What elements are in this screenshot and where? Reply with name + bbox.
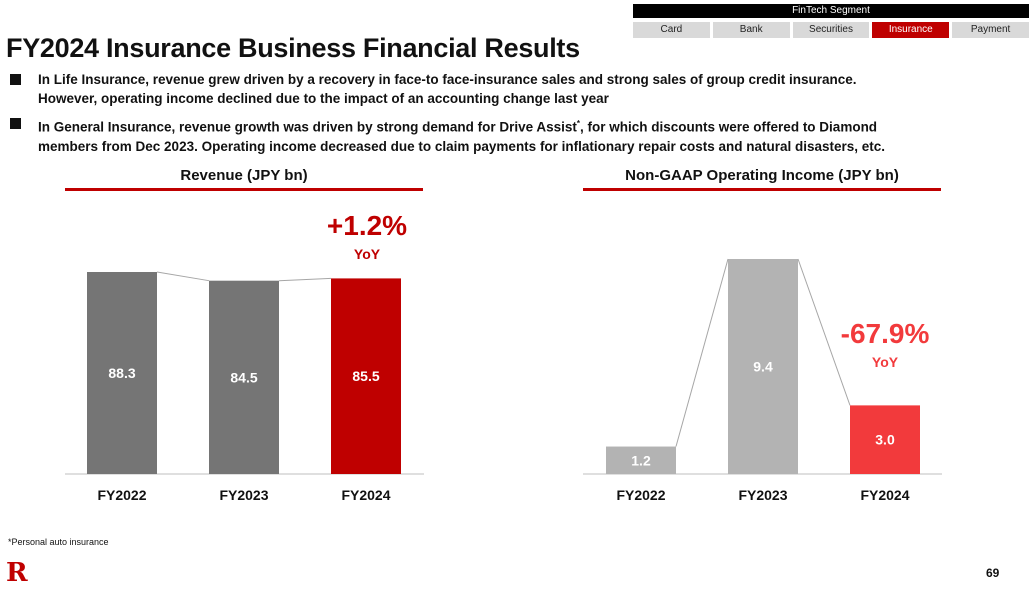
segment-tabs: Card Bank Securities Insurance Payment	[633, 22, 1029, 38]
bullet-text-line: In General Insurance, revenue growth was…	[38, 114, 1025, 137]
bullet-text-part: , for which discounts were offered to Di…	[580, 119, 878, 135]
x-tick-label: FY2022	[97, 487, 146, 503]
connector-line	[278, 277, 332, 282]
tab-securities[interactable]: Securities	[792, 22, 870, 38]
bullet-text-line: In Life Insurance, revenue grew driven b…	[38, 72, 857, 87]
connector-line	[797, 258, 851, 406]
bullet-text-line: members from Dec 2023. Operating income …	[38, 138, 886, 154]
x-tick-label: FY2023	[738, 487, 787, 503]
bullet-marker	[10, 118, 21, 129]
tab-card[interactable]: Card	[633, 22, 710, 38]
x-tick-label: FY2024	[860, 487, 909, 503]
tab-bank[interactable]: Bank	[712, 22, 790, 38]
bar-fy2024	[331, 278, 401, 474]
tab-payment[interactable]: Payment	[952, 22, 1029, 38]
bar-value-label: 9.4	[753, 359, 773, 375]
bar-value-label: 85.5	[352, 368, 379, 384]
connector-line	[156, 271, 210, 282]
bullet-list: In Life Insurance, revenue grew driven b…	[10, 70, 1025, 162]
bullet-marker	[10, 74, 21, 85]
bar-value-label: 3.0	[875, 432, 895, 448]
bar-value-label: 88.3	[108, 365, 135, 381]
bar-value-label: 84.5	[230, 369, 257, 385]
page-number: 69	[986, 566, 1000, 580]
brand-logo: R	[6, 558, 28, 588]
x-tick-label: FY2023	[219, 487, 268, 503]
tab-insurance[interactable]: Insurance	[872, 22, 950, 38]
yoy-label: YoY	[354, 246, 381, 262]
bullet-life-insurance: In Life Insurance, revenue grew driven b…	[10, 70, 1025, 108]
bar-value-label: 1.2	[631, 452, 651, 468]
segment-nav-title: FinTech Segment	[633, 4, 1029, 18]
page-title: FY2024 Insurance Business Financial Resu…	[6, 33, 580, 63]
revenue-chart-title: Revenue (JPY bn)	[65, 167, 423, 191]
connector-line	[675, 258, 729, 447]
footnote: *Personal auto insurance	[8, 537, 109, 547]
bar-fy2023	[728, 259, 798, 474]
yoy-change-value: +1.2%	[327, 210, 407, 241]
bar-fy2022	[87, 272, 157, 474]
bullet-general-insurance: In General Insurance, revenue growth was…	[10, 114, 1025, 156]
bullet-text-line: However, operating income declined due t…	[38, 91, 609, 106]
bar-fy2023	[209, 280, 279, 474]
bar-fy2022	[606, 446, 676, 474]
income-chart-title: Non-GAAP Operating Income (JPY bn)	[583, 167, 941, 191]
yoy-change-value: -67.9%	[841, 318, 930, 349]
bullet-text-part: In General Insurance, revenue growth was…	[38, 119, 577, 135]
x-tick-label: FY2022	[616, 487, 665, 503]
bar-fy2024	[850, 405, 920, 474]
footnote-marker: *	[576, 119, 581, 128]
x-tick-label: FY2024	[341, 487, 390, 503]
yoy-label: YoY	[872, 354, 899, 370]
